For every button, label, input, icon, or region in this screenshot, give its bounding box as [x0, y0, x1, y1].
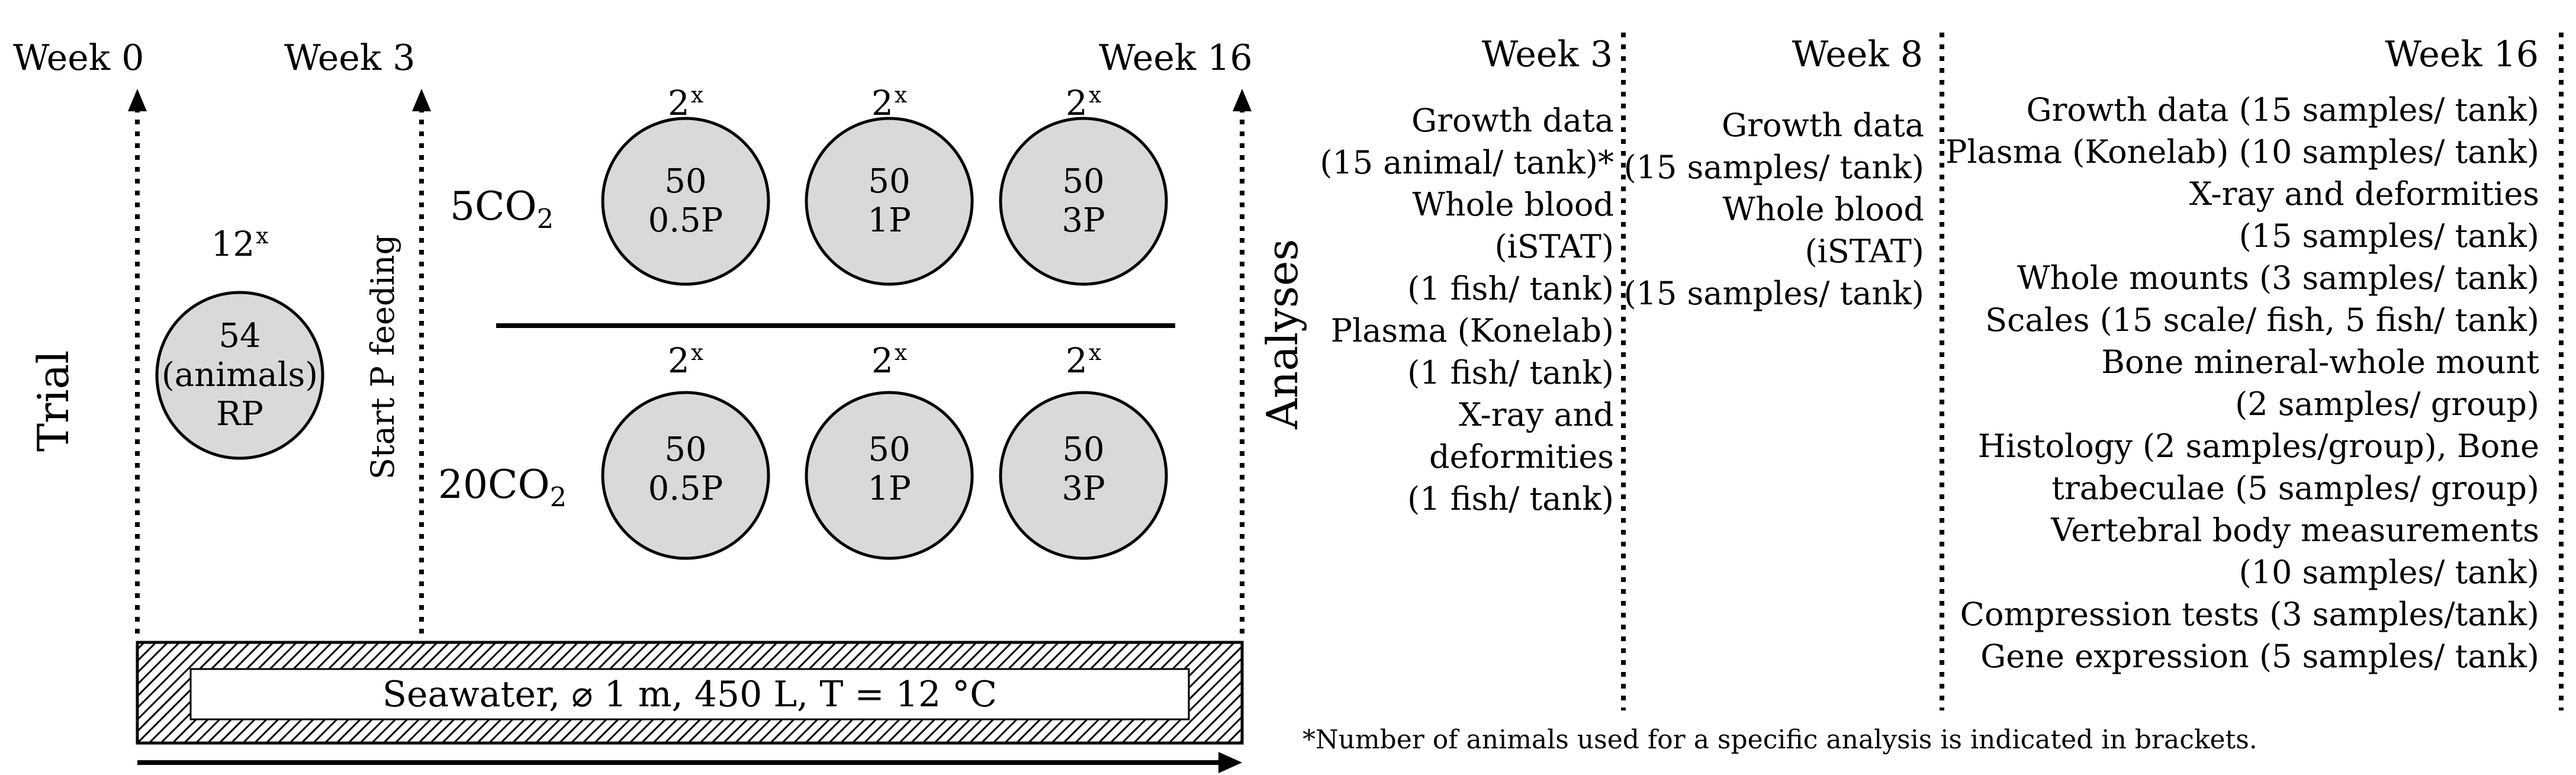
- initial-tank-text: 54 (animals) RP: [162, 317, 318, 434]
- analysis-line: (15 samples/ tank): [2239, 217, 2539, 255]
- tank-text: 50 1P: [867, 162, 911, 240]
- tank-text: 50 3P: [1062, 430, 1105, 509]
- analysis-line: (15 samples/ tank): [1623, 149, 1924, 186]
- initial-count: 54: [218, 317, 261, 355]
- analysis-line: (15 animal/ tank)*: [1320, 144, 1614, 181]
- tank-count: 50: [1062, 162, 1105, 201]
- tank-count: 50: [1062, 430, 1105, 469]
- analysis-line: X-ray and deformities: [2189, 175, 2539, 213]
- analysis-line: deformities: [1429, 438, 1614, 475]
- tank-circle-5co2-1p: [805, 117, 974, 286]
- analyses-week8-header: Week 8: [1792, 34, 1923, 75]
- analysis-line: Scales (15 scale/ fish, 5 fish/ tank): [1985, 301, 2539, 339]
- seawater-label-box: [189, 668, 1190, 721]
- analysis-line: (15 samples/ tank): [1623, 275, 1924, 312]
- tank-diet: 1P: [867, 201, 911, 240]
- week3-arrowhead: [412, 89, 431, 111]
- analysis-line: Histology (2 samples/group), Bone: [1977, 427, 2539, 465]
- tank-count: 50: [868, 430, 911, 469]
- analyses-week8-list: Growth data (15 samples/ tank) Whole blood…: [1624, 104, 1924, 314]
- analysis-line: (1 fish/ tank): [1407, 270, 1614, 307]
- trial-label: Trial: [28, 350, 78, 452]
- tank-diet: 0.5P: [648, 469, 723, 508]
- analysis-line: (iSTAT): [1494, 228, 1614, 265]
- analysis-line: Gene expression (5 samples/ tank): [1980, 638, 2539, 675]
- seawater-conditions-label: Seawater, ⌀ 1 m, 450 L, T = 12 °C: [382, 674, 998, 715]
- week16-arrowhead: [1233, 89, 1252, 111]
- tank-diet: 1P: [867, 469, 911, 508]
- co2-row-label-5: 5CO2: [450, 184, 554, 235]
- tank-count: 50: [664, 162, 707, 201]
- initial-tank-circle: [155, 291, 324, 460]
- tank-multiplier: 2x: [1065, 339, 1102, 381]
- week0-arrowhead: [128, 89, 147, 111]
- week0-label: Week 0: [13, 37, 144, 79]
- initial-diet: RP: [216, 395, 263, 433]
- tank-text: 50 0.5P: [648, 162, 723, 240]
- analysis-line: (2 samples/ group): [2235, 385, 2539, 423]
- analysis-line: Bone mineral-whole mount: [2101, 343, 2539, 381]
- analysis-line: (1 fish/ tank): [1407, 480, 1614, 517]
- analysis-line: trabeculae (5 samples/ group): [2051, 469, 2539, 507]
- tank-circle-20co2-3p: [999, 391, 1168, 560]
- analysis-line: Growth data: [1722, 107, 1924, 144]
- analysis-line: Compression tests (3 samples/tank): [1960, 596, 2539, 633]
- start-feeding-label: Start P feeding: [364, 234, 401, 480]
- tank-multiplier: 2x: [871, 82, 908, 123]
- tank-circle-20co2-0.5p: [601, 391, 770, 560]
- tank-text: 50 3P: [1062, 162, 1105, 240]
- analysis-line: Plasma (Konelab) (10 samples/ tank): [1945, 133, 2539, 171]
- analysis-line: Plasma (Konelab): [1330, 312, 1614, 349]
- co2-row-label-20: 20CO2: [438, 462, 567, 513]
- initial-multiplier: 12x: [211, 223, 269, 264]
- analyses-week16-header: Week 16: [2385, 34, 2539, 75]
- analysis-line: Growth data (15 samples/ tank): [2026, 91, 2539, 128]
- tank-multiplier: 2x: [871, 339, 908, 381]
- tank-circle-5co2-3p: [999, 117, 1168, 286]
- footnote: *Number of animals used for a specific a…: [1303, 725, 2257, 755]
- analysis-line: (1 fish/ tank): [1407, 354, 1614, 391]
- week16-label: Week 16: [1099, 37, 1253, 79]
- analysis-line: Whole blood: [1722, 191, 1924, 228]
- tank-multiplier: 2x: [667, 339, 704, 381]
- analysis-line: Whole mounts (3 samples/ tank): [2017, 259, 2539, 297]
- tank-diet: 3P: [1062, 201, 1105, 240]
- analysis-line: Whole blood: [1412, 186, 1614, 223]
- tank-count: 50: [664, 430, 707, 469]
- tank-diet: 0.5P: [648, 201, 723, 240]
- tank-count: 50: [868, 162, 911, 201]
- initial-unit: (animals): [161, 356, 319, 394]
- analysis-line: (iSTAT): [1805, 233, 1924, 270]
- analysis-line: (10 samples/ tank): [2239, 554, 2539, 591]
- analyses-week16-list: Growth data (15 samples/ tank) Plasma (Ko…: [1945, 89, 2539, 677]
- bottom-timeline-arrowhead: [1218, 752, 1242, 773]
- tank-text: 50 0.5P: [648, 430, 723, 509]
- analyses-week3-list: Growth data (15 animal/ tank)* Whole blood…: [1320, 99, 1614, 520]
- tank-text: 50 1P: [867, 430, 911, 509]
- tank-diet: 3P: [1062, 469, 1105, 508]
- analyses-week3-header: Week 3: [1481, 34, 1613, 75]
- tank-circle-20co2-1p: [805, 391, 974, 560]
- analysis-line: Growth data: [1411, 102, 1614, 139]
- tank-multiplier: 2x: [667, 82, 704, 123]
- analysis-line: X-ray and: [1459, 396, 1614, 433]
- analyses-title: Analyses: [1258, 239, 1307, 429]
- analysis-line: Vertebral body measurements: [2051, 512, 2539, 549]
- week3-label: Week 3: [284, 37, 416, 79]
- tank-circle-5co2-0.5p: [601, 117, 770, 286]
- tank-multiplier: 2x: [1065, 82, 1102, 123]
